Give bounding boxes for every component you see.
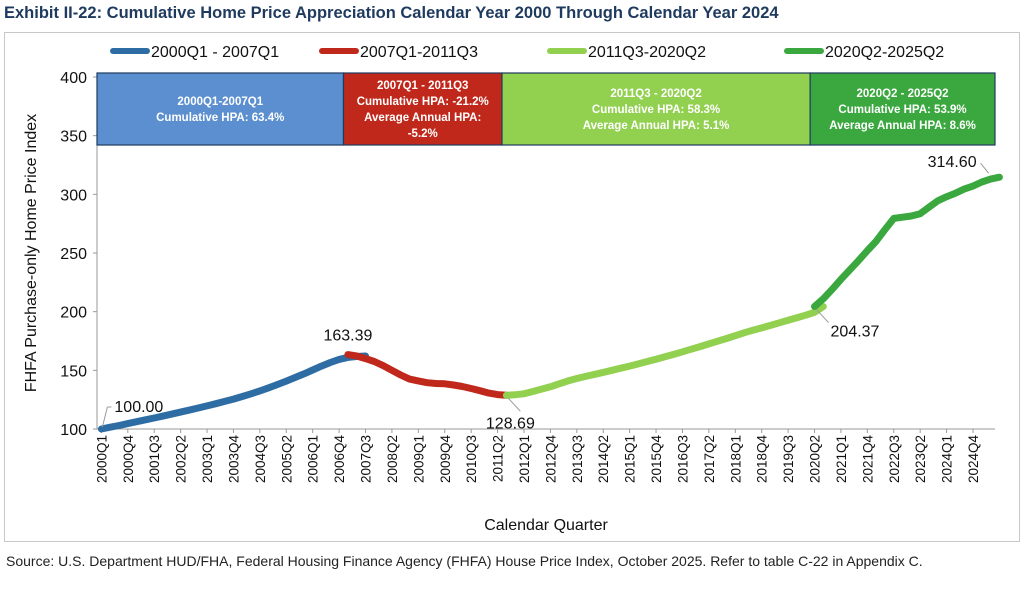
x-tick-label: 2003Q4	[226, 435, 241, 484]
x-tick-label: 2015Q1	[623, 435, 638, 483]
x-tick-label: 2016Q3	[675, 435, 690, 483]
x-tick-label: 2001Q3	[147, 435, 162, 483]
period-box-text: Cumulative HPA: 63.4%	[156, 112, 284, 124]
series-line-2	[344, 351, 510, 399]
x-tick-label: 2017Q2	[702, 435, 717, 483]
legend-label: 2000Q1 - 2007Q1	[151, 44, 279, 61]
series-line-1	[97, 352, 369, 433]
x-tick-label: 2018Q4	[755, 435, 770, 484]
y-tick-label: 150	[60, 363, 87, 380]
legend-label: 2007Q1-2011Q3	[360, 44, 478, 61]
page-title: Exhibit II-22: Cumulative Home Price App…	[4, 4, 779, 22]
y-tick-label: 400	[60, 70, 87, 87]
x-tick-label: 2000Q1	[94, 435, 109, 483]
annotation-leader	[816, 309, 829, 323]
x-tick-label: 2015Q4	[649, 435, 664, 484]
chart-frame: 100 150 200 250 300 350 400 2000Q1 2000Q4 2001Q3 2…	[4, 32, 1020, 542]
period-box-text: 2000Q1-2007Q1	[177, 96, 263, 108]
x-tick-label: 2010Q3	[464, 435, 479, 483]
y-tick-label: 100	[60, 422, 87, 439]
y-tick-label: 300	[60, 187, 87, 204]
x-tick-label: 2012Q4	[543, 435, 558, 484]
x-tick-label: 2002Q2	[174, 435, 189, 483]
x-tick-label: 2022Q3	[887, 435, 902, 483]
period-box	[809, 72, 996, 146]
annotation-label: 204.37	[831, 324, 880, 341]
period-box-text: 2011Q3 - 2020Q2	[610, 88, 701, 100]
x-tick-label: 2024Q1	[940, 435, 955, 483]
x-tick-label: 2003Q1	[200, 435, 215, 483]
x-tick-label: 2023Q2	[913, 435, 928, 483]
y-axis-title: FHFA Purchase-only Home Price Index	[23, 114, 40, 392]
x-tick-label: 2007Q3	[359, 435, 374, 483]
period-box-text: Average Annual HPA: 8.6%	[829, 120, 976, 132]
y-tick-label: 200	[60, 305, 87, 322]
x-tick-label: 2018Q1	[728, 435, 743, 483]
annotation-label: 128.69	[486, 415, 535, 432]
annotation-leader	[980, 162, 989, 174]
x-tick-label: 2006Q1	[306, 435, 321, 483]
x-tick-label: 2009Q1	[411, 435, 426, 483]
x-tick-label: 2004Q3	[253, 435, 268, 483]
x-axis-title: Calendar Quarter	[484, 517, 608, 534]
x-tick-label: 2021Q4	[860, 435, 875, 484]
x-tick-label: 2006Q4	[332, 435, 347, 484]
annotation-label: 100.00	[114, 399, 163, 416]
period-box-text: Average Annual HPA:	[364, 112, 481, 124]
y-tick-label: 250	[60, 246, 87, 263]
series-line-3	[502, 303, 827, 399]
x-tick-label: 2012Q1	[517, 435, 532, 483]
annotation-leader	[508, 397, 521, 412]
annotation-label: 163.39	[323, 328, 372, 345]
legend-label: 2011Q3-2020Q2	[588, 44, 706, 61]
period-box	[501, 72, 811, 146]
period-box	[96, 72, 345, 146]
legend-label: 2020Q2-2025Q2	[825, 44, 944, 61]
x-tick-label: 2024Q4	[966, 435, 981, 484]
period-box-text: 2007Q1 - 2011Q3	[377, 80, 468, 92]
period-box-text: 2020Q2 - 2025Q2	[857, 88, 949, 100]
period-box-text: -5.2%	[408, 128, 438, 140]
x-tick-label: 2000Q4	[121, 435, 136, 484]
y-tick-label: 350	[60, 129, 87, 146]
home-price-chart: 100 150 200 250 300 350 400 2000Q1 2000Q4 2001Q3 2…	[23, 44, 1003, 534]
annotation-label: 314.60	[928, 154, 977, 171]
x-tick-label: 2020Q2	[808, 435, 823, 483]
x-tick-label: 2019Q3	[781, 435, 796, 483]
x-tick-label: 2005Q2	[279, 435, 294, 483]
x-tick-label: 2009Q4	[438, 435, 453, 484]
period-box-text: Cumulative HPA: 58.3%	[592, 104, 720, 116]
x-tick-label: 2011Q2	[491, 435, 506, 482]
series-line-4	[811, 173, 1003, 310]
x-tick-label: 2013Q3	[570, 435, 585, 483]
period-box-text: Cumulative HPA: -21.2%	[357, 96, 489, 108]
period-box-text: Cumulative HPA: 53.9%	[838, 104, 966, 116]
x-tick-label: 2008Q2	[385, 435, 400, 483]
x-tick-label: 2014Q2	[596, 435, 611, 483]
annotation-leader	[101, 406, 108, 428]
period-box-text: Average Annual HPA: 5.1%	[583, 120, 730, 132]
period-box	[342, 72, 503, 146]
x-tick-label: 2021Q1	[834, 435, 849, 483]
source-note: Source: U.S. Department HUD/FHA, Federal…	[6, 553, 923, 569]
